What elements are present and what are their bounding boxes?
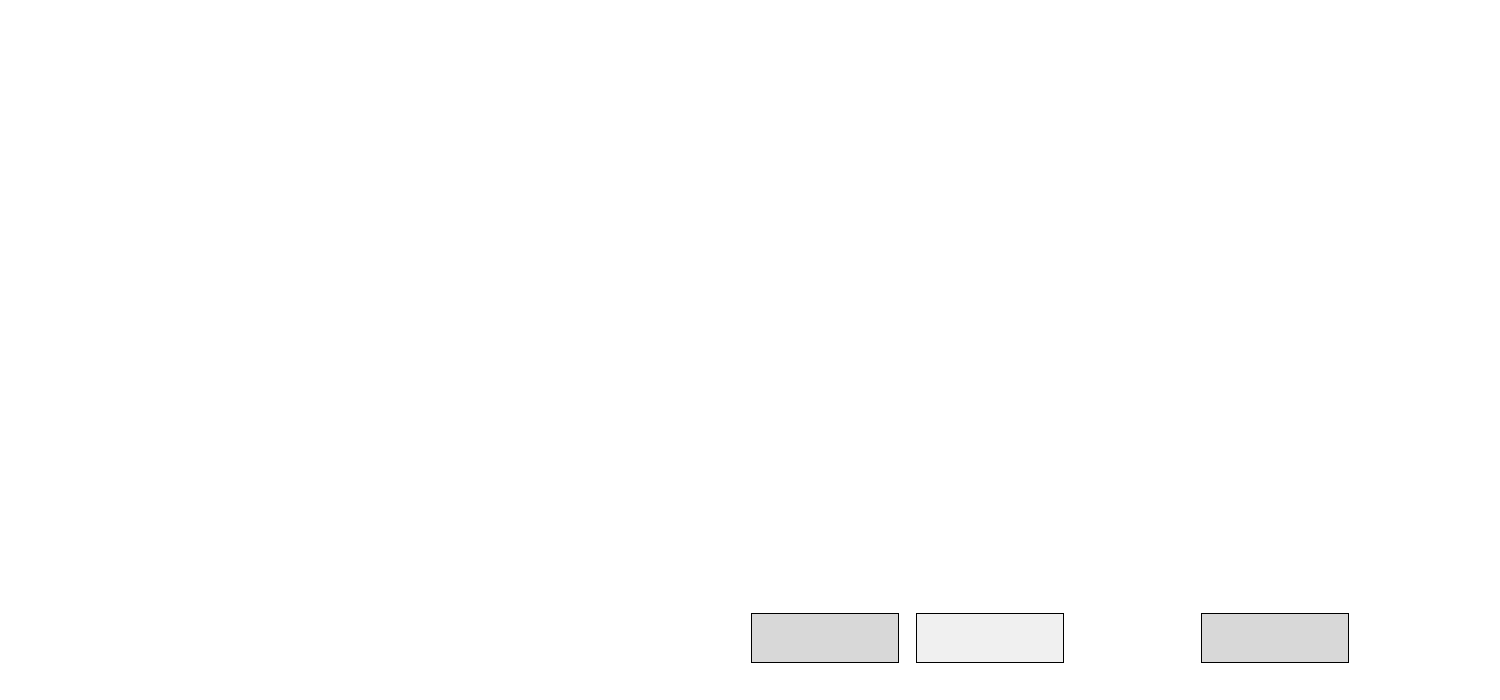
no-button[interactable] xyxy=(916,613,1064,663)
exit-button[interactable] xyxy=(1201,613,1349,663)
yes-button[interactable] xyxy=(751,613,899,663)
